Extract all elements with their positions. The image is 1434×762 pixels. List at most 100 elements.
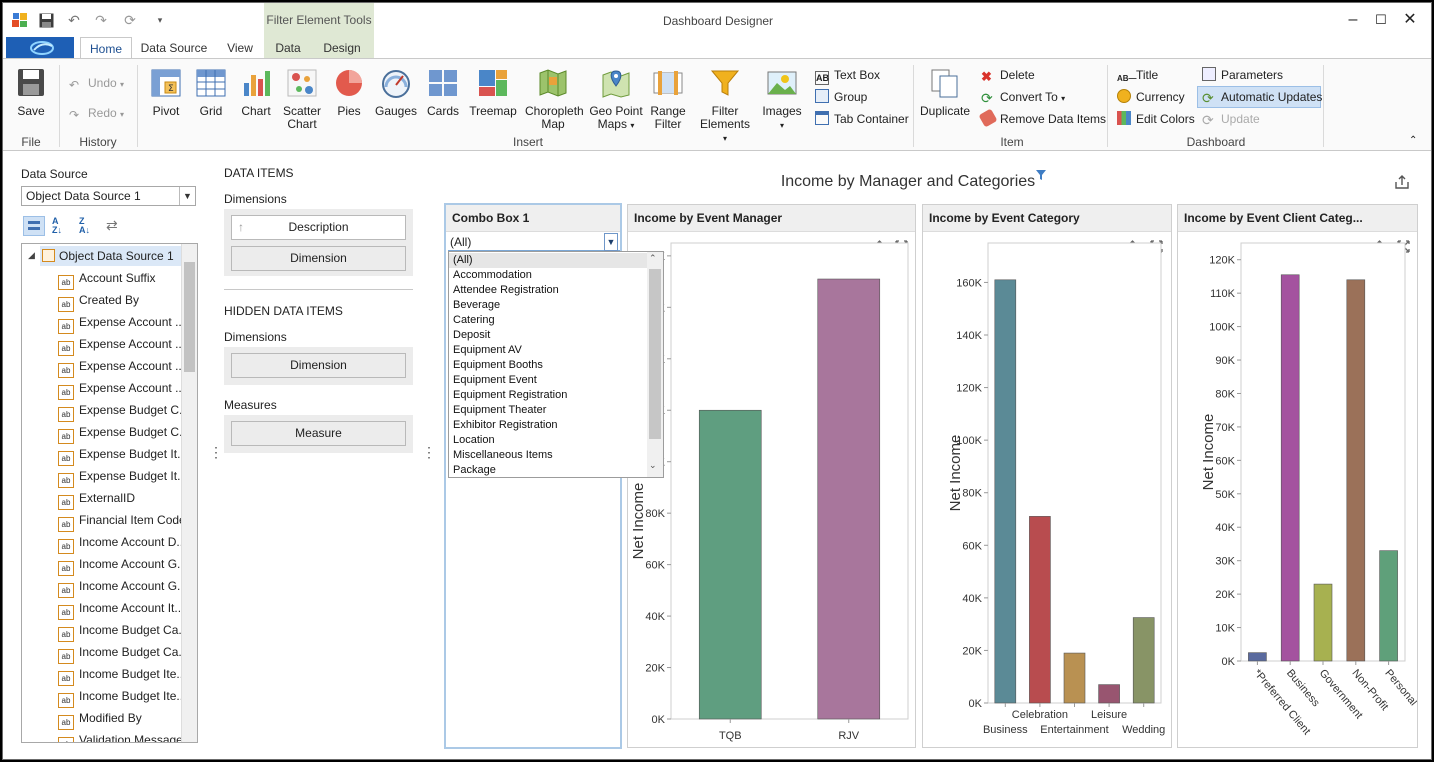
redo-qat-icon[interactable]: ↷: [95, 11, 107, 28]
field-list-item[interactable]: ab Income Account G...: [58, 575, 187, 598]
dropdown-option[interactable]: Equipment Booths: [453, 359, 543, 371]
hidden-dimension-slot[interactable]: Dimension: [231, 353, 406, 378]
minimize-icon[interactable]: –: [1348, 11, 1358, 28]
chart-button[interactable]: Chart: [237, 65, 275, 118]
images-button[interactable]: Images ▾: [761, 65, 803, 132]
field-list-item[interactable]: ab Income Account G...: [58, 553, 187, 576]
field-list-item[interactable]: ab Expense Budget C...: [58, 421, 189, 444]
convert-to-button[interactable]: ⟳ Convert To ▾: [981, 87, 1065, 107]
measure-slot[interactable]: Measure: [231, 421, 406, 446]
chart-card-event-manager[interactable]: Income by Event Manager 0K20K40K60K80K10…: [627, 204, 916, 748]
field-list-item[interactable]: ab Expense Account ...: [58, 377, 185, 400]
combo-box-dropdown[interactable]: (All) Accommodation Attendee Registration B…: [448, 251, 664, 478]
field-list-item[interactable]: ab Expense Account ...: [58, 355, 185, 378]
bar[interactable]: [1346, 279, 1366, 662]
update-button[interactable]: ⟳ Update: [1202, 109, 1260, 129]
dimension-slot[interactable]: Dimension: [231, 246, 406, 271]
pies-button[interactable]: Pies: [331, 65, 367, 118]
field-list-item[interactable]: ab Modified By: [58, 707, 142, 730]
field-list-item[interactable]: ab Income Account It...: [58, 597, 184, 620]
dropdown-option[interactable]: Miscellaneous Items: [453, 449, 553, 461]
field-list-item[interactable]: ab Income Account D...: [58, 531, 186, 554]
remove-data-items-button[interactable]: Remove Data Items: [978, 108, 1106, 129]
bar[interactable]: [1132, 617, 1155, 704]
bar[interactable]: [994, 279, 1017, 704]
dropdown-option[interactable]: Accommodation: [453, 269, 532, 281]
currency-button[interactable]: Currency: [1117, 87, 1185, 107]
automatic-updates-toggle[interactable]: ⟳ Automatic Updates: [1197, 86, 1322, 108]
field-list-item[interactable]: ab Validation Message: [58, 729, 183, 742]
tree-scrollbar-thumb[interactable]: [184, 262, 195, 372]
field-list-item[interactable]: ab Account Suffix: [58, 267, 156, 290]
treemap-button[interactable]: Treemap: [469, 65, 517, 118]
sort-ascending-icon[interactable]: A Z↓: [52, 216, 62, 235]
field-list-item[interactable]: ab Expense Account ...: [58, 311, 185, 334]
splitter-grip-icon[interactable]: ⋮: [422, 444, 436, 460]
data-source-select[interactable]: Object Data Source 1 ▼: [21, 186, 196, 206]
dropdown-option[interactable]: Equipment Registration: [453, 389, 568, 401]
scroll-up-icon[interactable]: ⌃: [649, 253, 657, 263]
bar[interactable]: [1379, 550, 1398, 662]
delete-button[interactable]: ✖ Delete: [981, 65, 1035, 85]
field-list-item[interactable]: ab Expense Budget It...: [58, 465, 187, 488]
redo-button[interactable]: ↷ Redo ▾: [69, 103, 124, 123]
dropdown-option[interactable]: Equipment AV: [453, 344, 522, 356]
dropdown-option[interactable]: Deposit: [453, 329, 491, 341]
sort-descending-icon[interactable]: Z A↓: [79, 216, 90, 235]
chart-card-client-category[interactable]: Income by Event Client Categ... 0K 10K 20K…: [1177, 204, 1418, 748]
cards-button[interactable]: Cards: [425, 65, 461, 118]
maximize-chart-icon[interactable]: [894, 211, 909, 253]
close-icon[interactable]: ✕: [1403, 11, 1417, 28]
app-icon[interactable]: [11, 11, 29, 29]
splitter-grip-icon[interactable]: ⋮: [209, 444, 223, 460]
dropdown-scrollbar[interactable]: ⌃ ⌄: [647, 252, 663, 477]
dropdown-option[interactable]: Attendee Registration: [453, 284, 559, 296]
bar[interactable]: [1248, 652, 1267, 662]
dropdown-option[interactable]: Catering: [453, 314, 495, 326]
tab-view[interactable]: View: [227, 41, 253, 55]
collapse-ribbon-icon[interactable]: ⌃: [1409, 135, 1418, 146]
bar[interactable]: [698, 409, 762, 720]
duplicate-button[interactable]: Duplicate: [919, 65, 971, 118]
maximize-chart-icon[interactable]: [1396, 211, 1411, 253]
field-list-item[interactable]: ab Financial Item Code: [58, 509, 186, 532]
bar[interactable]: [817, 278, 881, 720]
field-list-item[interactable]: ab Expense Account ...: [58, 333, 185, 356]
geo-point-maps-button[interactable]: Geo Point Maps ▾: [589, 65, 643, 132]
save-qat-icon[interactable]: [37, 11, 55, 29]
dropdown-option[interactable]: Exhibitor Registration: [453, 419, 558, 431]
tree-collapse-icon[interactable]: ◢: [28, 250, 35, 260]
field-list-item[interactable]: ab Expense Budget It...: [58, 443, 187, 466]
maximize-chart-icon[interactable]: [1149, 211, 1164, 253]
refresh-fields-icon[interactable]: ⇄: [106, 217, 118, 233]
dropdown-option[interactable]: Equipment Theater: [453, 404, 547, 416]
pivot-button[interactable]: Σ Pivot: [147, 65, 185, 118]
export-icon[interactable]: [1125, 211, 1140, 253]
scroll-down-icon[interactable]: ⌄: [649, 460, 657, 470]
field-list-item[interactable]: ab Income Budget Ca...: [58, 641, 188, 664]
bar[interactable]: [1098, 684, 1120, 704]
bar[interactable]: [1280, 274, 1300, 662]
filter-elements-button[interactable]: Filter Elements ▾: [697, 65, 753, 145]
dropdown-option[interactable]: Package: [453, 464, 496, 476]
group-button[interactable]: Group: [815, 87, 867, 107]
undo-qat-icon[interactable]: ↶: [68, 11, 80, 28]
dropdown-option[interactable]: (All): [449, 253, 648, 268]
field-list-item[interactable]: ab Created By: [58, 289, 139, 312]
bar[interactable]: [1029, 516, 1051, 704]
tab-design[interactable]: Design: [323, 41, 361, 55]
tab-data[interactable]: Data: [275, 41, 301, 55]
save-button[interactable]: Save: [9, 65, 53, 118]
grid-button[interactable]: Grid: [193, 65, 229, 118]
title-button[interactable]: AB—Title: [1117, 65, 1158, 85]
chart-card-event-category[interactable]: Income by Event Category 0K 20K 40K 60K 80K 1…: [922, 204, 1172, 748]
bar[interactable]: [1313, 583, 1333, 662]
field-list-item[interactable]: ab Income Budget Ca...: [58, 619, 188, 642]
tab-home[interactable]: Home: [80, 37, 132, 59]
undo-button[interactable]: ↶ Undo ▾: [69, 73, 124, 93]
tab-container-button[interactable]: Tab Container: [815, 109, 909, 129]
export-icon[interactable]: [1372, 211, 1387, 253]
tree-root-item[interactable]: Object Data Source 1: [40, 246, 184, 266]
group-by-type-button[interactable]: [23, 216, 45, 236]
maximize-icon[interactable]: ☐: [1375, 12, 1387, 27]
